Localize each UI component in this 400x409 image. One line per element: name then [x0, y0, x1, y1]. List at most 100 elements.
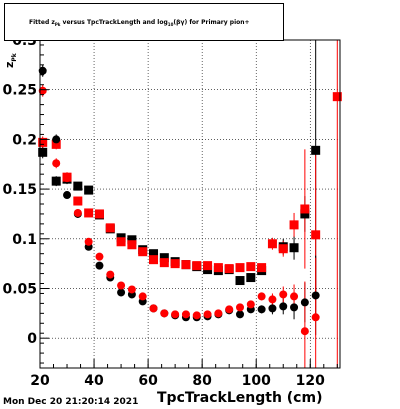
- title-sub-pk: Pk: [54, 22, 61, 28]
- data-point-circle: [117, 288, 126, 297]
- data-point-square: [94, 209, 104, 219]
- data-point-circle: [160, 309, 169, 318]
- data-point-square: [149, 249, 159, 259]
- data-point-square: [332, 92, 342, 102]
- title-sub-10: 10: [167, 22, 174, 28]
- x-tick-label: 120: [296, 373, 325, 389]
- data-point-circle: [181, 310, 190, 319]
- data-point-square: [235, 276, 245, 286]
- data-point-circle: [73, 208, 82, 217]
- data-point-square: [257, 263, 267, 273]
- data-point-circle: [52, 159, 61, 168]
- data-point-square: [138, 247, 148, 257]
- data-point-circle: [149, 304, 158, 313]
- x-tick-label: 60: [138, 373, 158, 389]
- data-point-circle: [236, 310, 244, 319]
- x-axis-label: TpcTrackLength (cm): [157, 390, 323, 406]
- data-point-square: [73, 181, 83, 191]
- x-tick-label: 100: [242, 373, 271, 389]
- data-point-circle: [311, 291, 320, 300]
- data-point-square: [300, 209, 310, 219]
- data-point-circle: [95, 252, 104, 261]
- data-point-circle: [257, 305, 266, 314]
- data-point-square: [116, 237, 126, 247]
- data-point-circle: [214, 309, 223, 318]
- data-point-square: [159, 258, 169, 268]
- axis-ticks: [39, 39, 338, 368]
- data-point-circle: [192, 311, 201, 320]
- data-point-square: [73, 196, 83, 206]
- data-point-square: [170, 259, 180, 269]
- data-point-circle: [38, 66, 47, 75]
- data-point-circle: [171, 310, 180, 319]
- data-point-square: [127, 240, 137, 250]
- title-suffix: (βγ) for Primary pion+: [173, 19, 250, 26]
- y-tick-label: 0.2: [12, 132, 37, 148]
- data-point-square: [159, 253, 169, 263]
- y-axis-label-sub: Pk: [11, 53, 19, 62]
- data-point-circle: [279, 302, 288, 311]
- y-axis-label-main: z: [3, 61, 16, 68]
- data-point-circle: [257, 292, 266, 301]
- x-tick-label: 40: [84, 373, 104, 389]
- data-point-square: [38, 137, 48, 147]
- data-point-circle: [236, 303, 244, 312]
- data-point-square: [51, 176, 61, 186]
- data-point-square: [311, 145, 321, 155]
- y-axis-label: zPk: [3, 53, 18, 68]
- data-point-circle: [95, 261, 104, 270]
- data-point-circle: [117, 281, 126, 290]
- markers: [38, 66, 342, 336]
- data-point-square: [84, 208, 94, 218]
- data-point-square: [84, 185, 94, 195]
- data-point-circle: [52, 135, 61, 144]
- y-tick-label: 0.1: [12, 232, 37, 248]
- y-tick-label: 0.15: [2, 182, 37, 198]
- title-prefix: Fitted z: [29, 19, 55, 26]
- data-point-square: [246, 273, 256, 283]
- data-point-square: [38, 147, 48, 157]
- grid: [39, 39, 340, 368]
- data-point-circle: [311, 313, 320, 322]
- data-point-square: [203, 261, 213, 271]
- data-point-square: [311, 230, 321, 240]
- data-point-circle: [300, 327, 309, 336]
- data-point-square: [235, 263, 245, 273]
- data-point-circle: [300, 298, 309, 307]
- chart-title: Fitted zPk versus TpcTrackLength and log…: [29, 19, 250, 27]
- data-point-square: [192, 261, 202, 271]
- data-point-circle: [290, 292, 299, 301]
- data-point-square: [105, 223, 115, 233]
- data-point-circle: [203, 310, 212, 319]
- datestamp: Mon Dec 20 21:20:14 2021: [3, 397, 139, 407]
- data-point-circle: [279, 290, 288, 299]
- title-middle: versus TpcTrackLength and log: [60, 19, 168, 26]
- x-tick-label: 20: [30, 373, 50, 389]
- data-point-square: [267, 239, 277, 249]
- data-point-circle: [127, 285, 136, 294]
- data-point-circle: [138, 292, 147, 301]
- data-point-square: [289, 243, 299, 253]
- data-point-square: [224, 264, 234, 274]
- data-point-circle: [63, 191, 72, 200]
- data-point-square: [289, 220, 299, 230]
- data-point-circle: [268, 295, 277, 304]
- data-point-circle: [268, 304, 277, 313]
- data-point-square: [213, 263, 223, 273]
- data-point-square: [51, 139, 61, 149]
- error-bars: [40, 40, 340, 368]
- data-point-circle: [63, 174, 72, 183]
- data-point-circle: [246, 300, 255, 309]
- data-point-circle: [290, 303, 299, 312]
- y-tick-label: 0: [27, 331, 37, 347]
- data-point-circle: [225, 305, 234, 314]
- data-point-square: [149, 255, 159, 265]
- data-point-square: [300, 204, 310, 214]
- x-tick-label: 80: [192, 373, 212, 389]
- data-point-circle: [84, 237, 93, 246]
- data-point-square: [181, 260, 191, 270]
- plot-frame: [39, 39, 341, 369]
- data-point-square: [127, 235, 137, 245]
